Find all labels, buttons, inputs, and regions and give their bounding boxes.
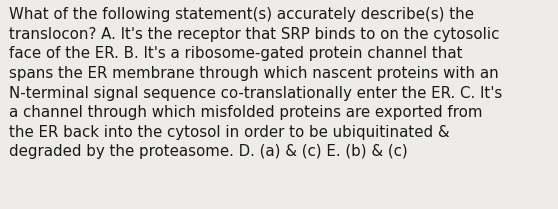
Text: What of the following statement(s) accurately describe(s) the
translocon? A. It': What of the following statement(s) accur… [9, 7, 502, 159]
